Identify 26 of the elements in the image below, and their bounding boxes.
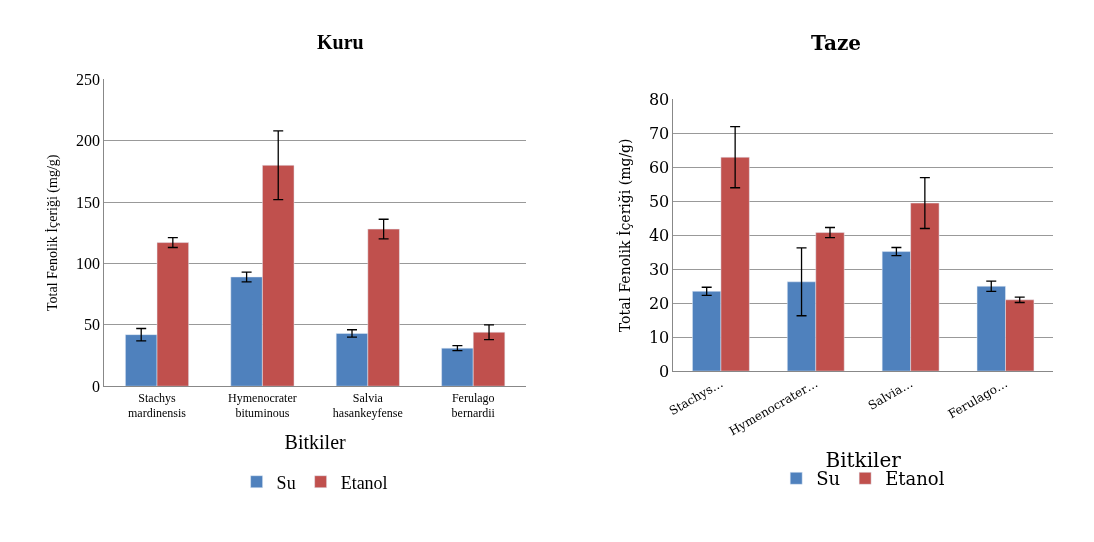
y-tick-label: 20 [648, 293, 670, 313]
y-tick-label: 0 [659, 361, 670, 381]
y-axis-title: Total Fenolik İçeriği (mg/g) [44, 154, 61, 312]
y-tick-label: 150 [76, 193, 101, 211]
x-tick-label: Salvia hasankeyfense [332, 390, 403, 421]
x-axis-title: Bitkiler [284, 430, 347, 453]
legend-label: Etanol [340, 472, 388, 493]
y-tick-label: 80 [648, 90, 670, 110]
y-tick-label: 40 [648, 225, 670, 245]
y-tick-label: 30 [648, 259, 670, 279]
y-tick-label: 250 [76, 70, 101, 88]
y-tick-label: 50 [84, 316, 101, 334]
y-tick-label: 100 [76, 255, 101, 273]
y-tick-label: 0 [92, 377, 101, 395]
y-tick-label: 70 [648, 124, 670, 144]
y-tick-label: 10 [648, 327, 670, 347]
chart-title: Taze [811, 31, 862, 55]
y-axis-title: Total Fenolik İçeriği (mg/g) [615, 138, 633, 333]
legend-label: Su [276, 472, 296, 493]
x-tick-label: Hymenocrater bituminous [228, 390, 297, 421]
x-tick-label: Ferulago bernardii [451, 390, 496, 421]
y-tick-label: 50 [648, 191, 670, 211]
y-tick-label: 200 [76, 132, 101, 150]
chart-title: Kuru [317, 31, 364, 53]
x-tick-label: Stachys mardinensis [128, 390, 187, 421]
y-tick-label: 60 [648, 157, 670, 177]
